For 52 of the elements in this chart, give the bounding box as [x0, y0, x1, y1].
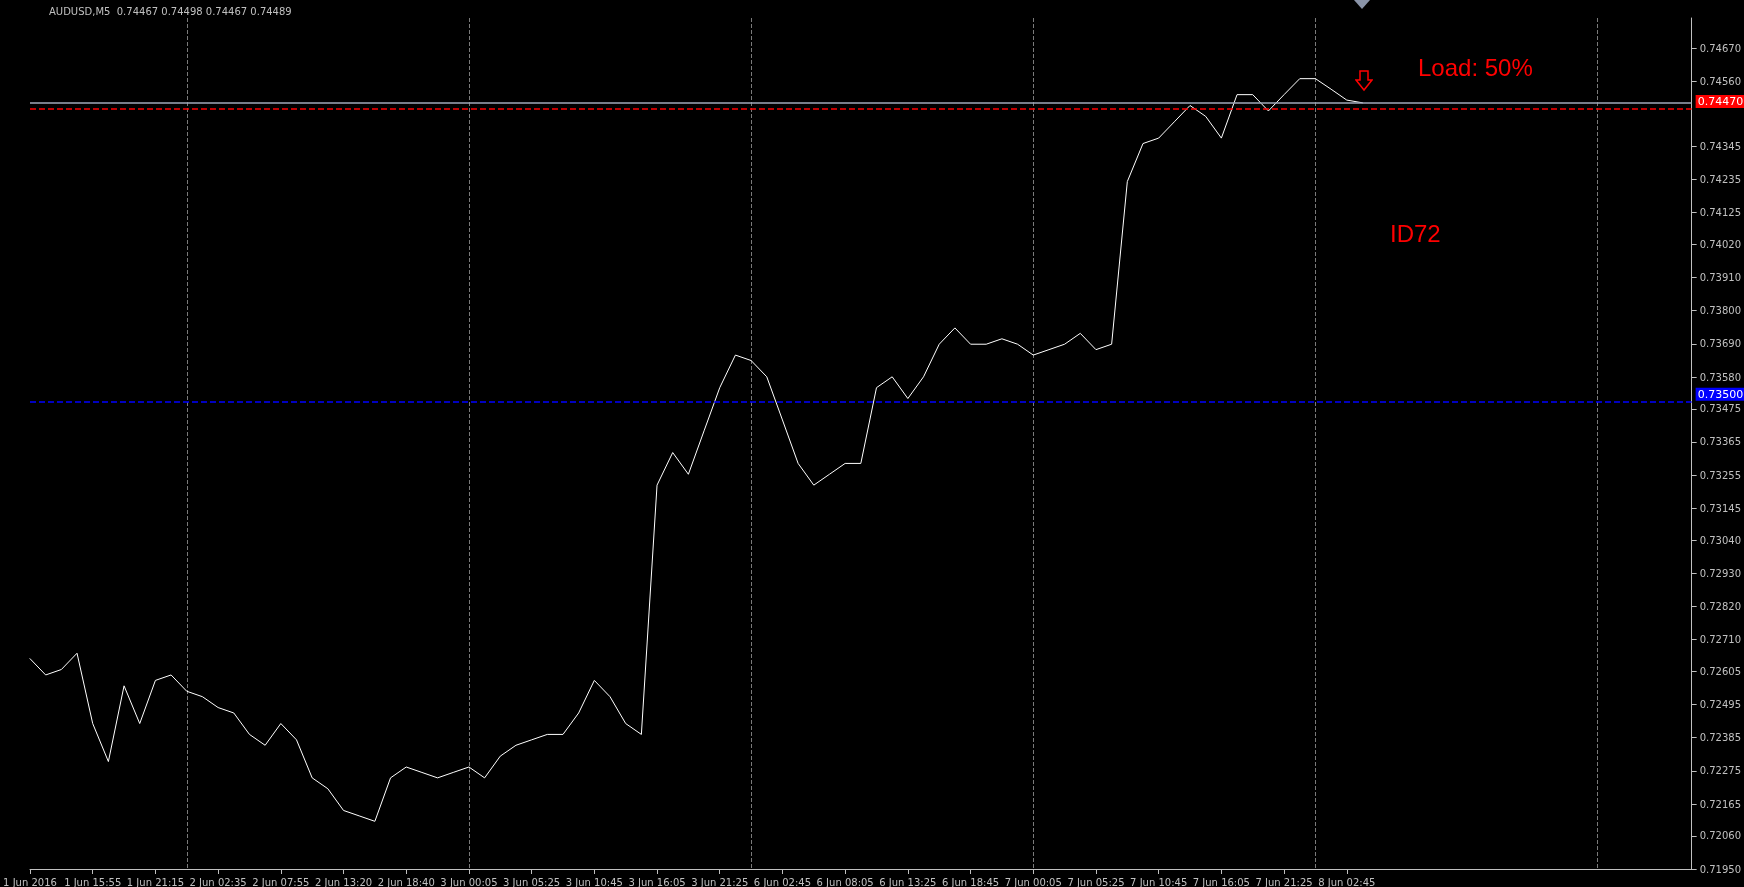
y-tick-label: 0.72930	[1699, 567, 1742, 579]
y-tick-label: 0.72605	[1699, 665, 1742, 677]
y-tick-label: 0.73800	[1699, 305, 1742, 317]
y-tick-label: 0.73040	[1699, 534, 1742, 546]
y-tick-label: 0.72165	[1699, 798, 1742, 810]
x-tick-label: 6 Jun 13:25	[879, 876, 937, 887]
x-tick-label: 6 Jun 02:45	[753, 876, 812, 887]
x-tick-label: 3 Jun 05:25	[503, 876, 561, 887]
chart-title: AUDUSD,M5 0.74467 0.74498 0.74467 0.74489	[49, 5, 292, 17]
x-tick-label: 3 Jun 00:05	[440, 876, 498, 887]
y-tick-label: 0.71950	[1699, 863, 1742, 875]
y-tick-label: 0.73910	[1699, 272, 1742, 284]
y-tick-label: 0.72060	[1699, 830, 1742, 842]
y-tick-label: 0.74345	[1699, 140, 1742, 152]
x-tick-label: 7 Jun 05:25	[1067, 876, 1125, 887]
y-tick-label: 0.72275	[1699, 765, 1742, 777]
x-tick-label: 1 Jun 15:55	[64, 876, 122, 887]
x-tick-label: 6 Jun 08:05	[816, 876, 874, 887]
y-tick-label: 0.73690	[1699, 338, 1742, 350]
x-tick-label: 7 Jun 21:25	[1255, 876, 1313, 887]
y-tick-label: 0.74235	[1699, 173, 1742, 185]
x-tick-label: 7 Jun 00:05	[1004, 876, 1062, 887]
x-tick-label: 1 Jun 2016	[3, 876, 57, 887]
y-tick-label: 0.74020	[1699, 238, 1742, 250]
annotation: ID72	[1390, 219, 1441, 247]
y-tick-label: 0.72710	[1699, 634, 1742, 646]
ref-line-label: 0.73500	[1697, 387, 1744, 401]
x-tick-label: 2 Jun 18:40	[377, 876, 435, 887]
x-tick-label: 3 Jun 21:25	[691, 876, 749, 887]
x-tick-label: 7 Jun 16:05	[1192, 876, 1250, 887]
y-tick-label: 0.74125	[1699, 207, 1742, 219]
annotation: Load: 50%	[1418, 53, 1533, 81]
y-tick-label: 0.73475	[1699, 403, 1742, 415]
x-tick-label: 3 Jun 10:45	[565, 876, 623, 887]
x-tick-label: 2 Jun 02:35	[189, 876, 247, 887]
x-tick-label: 3 Jun 16:05	[628, 876, 686, 887]
y-tick-label: 0.74560	[1699, 75, 1742, 87]
x-tick-label: 2 Jun 07:55	[252, 876, 310, 887]
y-tick-label: 0.73580	[1699, 371, 1742, 383]
x-tick-label: 8 Jun 02:45	[1318, 876, 1376, 887]
x-tick-label: 6 Jun 18:45	[941, 876, 1000, 887]
ref-line-label: 0.74470	[1697, 95, 1744, 109]
y-tick-label: 0.72820	[1699, 600, 1742, 612]
x-tick-label: 7 Jun 10:45	[1130, 876, 1188, 887]
y-tick-label: 0.72385	[1699, 732, 1742, 744]
x-tick-label: 1 Jun 21:15	[126, 876, 184, 887]
x-tick-label: 2 Jun 13:20	[314, 876, 373, 887]
y-tick-label: 0.74670	[1699, 42, 1742, 54]
y-tick-label: 0.73255	[1699, 469, 1742, 481]
y-tick-label: 0.72495	[1699, 699, 1742, 711]
y-tick-label: 0.73145	[1699, 502, 1742, 514]
y-tick-label: 0.73365	[1699, 436, 1742, 448]
